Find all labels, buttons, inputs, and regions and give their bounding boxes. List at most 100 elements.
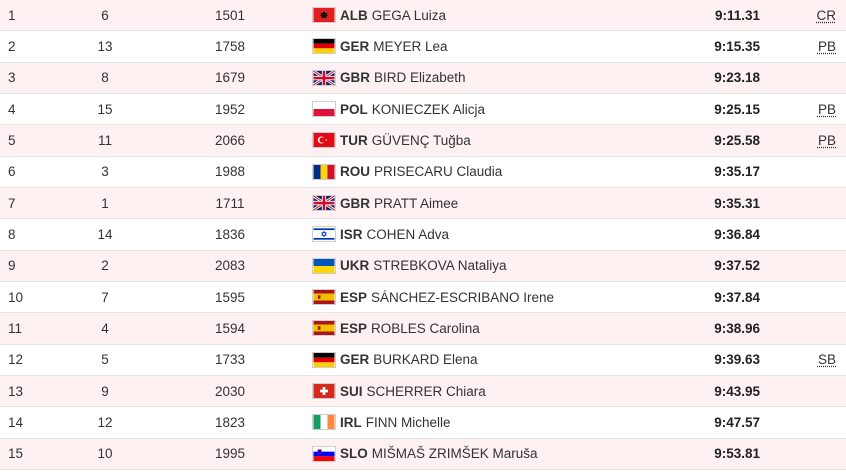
albania-flag-icon <box>312 7 336 24</box>
country-code: GBR <box>340 195 370 211</box>
athlete-cell[interactable]: GER MEYER Lea <box>312 31 692 61</box>
table-row-13[interactable]: 13 9 2030 SUI SCHERRER Chiara 9:43.95 <box>0 375 846 408</box>
table-row-5[interactable]: 5 11 2066 TUR GÜVENÇ Tuğba 9:25.58 PB <box>0 125 846 157</box>
lane-cell: 14 <box>97 226 113 242</box>
athlete-name[interactable]: FINN Michelle <box>365 414 451 430</box>
country-code: SUI <box>340 383 363 399</box>
table-row-9[interactable]: 9 2 2083 UKR STREBKOVA Nataliya 9:37.52 <box>0 250 846 282</box>
time-cell: 9:37.84 <box>714 289 760 305</box>
spain-flag-icon <box>312 289 336 306</box>
athlete-cell[interactable]: GBR PRATT Aimee <box>312 188 692 218</box>
record-badge[interactable]: CR <box>816 7 837 23</box>
table-row-6[interactable]: 6 3 1988 ROU PRISECARU Claudia 9:35.17 <box>0 156 846 188</box>
note-cell: SB <box>790 345 836 375</box>
country-code: GER <box>340 38 370 54</box>
athlete-name[interactable]: MIŠMAŠ ZRIMŠEK Maruša <box>371 446 538 462</box>
athlete-cell[interactable]: ALB GEGA Luiza <box>312 0 692 30</box>
romania-flag-icon <box>312 163 336 180</box>
time-cell: 9:37.52 <box>714 258 760 274</box>
athlete-cell[interactable]: ISR COHEN Adva <box>312 219 692 249</box>
note-cell <box>790 282 836 312</box>
bib-cell: 1836 <box>214 226 246 242</box>
lane-cell: 4 <box>101 320 109 336</box>
athlete-name[interactable]: SÁNCHEZ-ESCRIBANO Irene <box>371 289 555 305</box>
athlete-cell[interactable]: TUR GÜVENÇ Tuğba <box>312 125 692 155</box>
record-badge[interactable]: SB <box>817 352 836 368</box>
country-code: IRL <box>340 414 362 430</box>
time-cell: 9:36.84 <box>714 226 760 242</box>
table-row-4[interactable]: 4 15 1952 POL KONIECZEK Alicja 9:25.15 P… <box>0 93 846 126</box>
table-row-15[interactable]: 15 10 1995 SLO MIŠMAŠ ZRIMŠEK Maruša 9:5… <box>0 438 846 470</box>
switzerland-flag-icon <box>312 383 336 400</box>
athlete-name[interactable]: GEGA Luiza <box>371 7 447 23</box>
bib-cell: 1823 <box>214 414 246 430</box>
ireland-flag-icon <box>312 414 336 431</box>
bib-cell: 1952 <box>214 101 246 117</box>
table-row-1[interactable]: 1 6 1501 ALB GEGA Luiza 9:11.31 CR <box>0 0 846 32</box>
germany-flag-icon <box>312 351 336 368</box>
athlete-cell[interactable]: GER BURKARD Elena <box>312 345 692 375</box>
athlete-name[interactable]: STREBKOVA Nataliya <box>373 258 507 274</box>
table-row-8[interactable]: 8 14 1836 ISR COHEN Adva 9:36.84 <box>0 219 846 251</box>
rank-cell: 1 <box>8 7 16 23</box>
note-cell: PB <box>790 94 836 124</box>
athlete-name[interactable]: MEYER Lea <box>373 38 448 54</box>
lane-cell: 8 <box>101 70 109 86</box>
note-cell <box>790 63 836 93</box>
note-cell <box>790 376 836 406</box>
time-cell: 9:35.17 <box>714 164 760 180</box>
athlete-cell[interactable]: ESP SÁNCHEZ-ESCRIBANO Irene <box>312 282 692 312</box>
athlete-name[interactable]: KONIECZEK Alicja <box>371 101 486 117</box>
athlete-cell[interactable]: IRL FINN Michelle <box>312 407 692 437</box>
country-code: GBR <box>340 70 370 86</box>
great-britain-flag-icon <box>312 195 336 212</box>
athlete-name[interactable]: SCHERRER Chiara <box>366 383 486 399</box>
athlete-cell[interactable]: ESP ROBLES Carolina <box>312 313 692 343</box>
table-row-7[interactable]: 7 1 1711 GBR PRATT Aimee 9:35.31 <box>0 187 846 220</box>
rank-cell: 12 <box>8 352 24 368</box>
athlete-name[interactable]: PRATT Aimee <box>374 195 459 211</box>
bib-cell: 1595 <box>214 289 246 305</box>
athlete-cell[interactable]: POL KONIECZEK Alicja <box>312 94 692 124</box>
rank-cell: 9 <box>8 258 16 274</box>
athlete-cell[interactable]: SUI SCHERRER Chiara <box>312 376 692 406</box>
record-badge[interactable]: PB <box>817 38 836 54</box>
germany-flag-icon <box>312 38 336 55</box>
table-row-10[interactable]: 10 7 1595 ESP SÁNCHEZ-ESCRIBANO Irene 9:… <box>0 281 846 314</box>
slovenia-flag-icon <box>312 445 336 462</box>
table-row-3[interactable]: 3 8 1679 GBR BIRD Elizabeth 9:23.18 <box>0 62 846 94</box>
country-code: ALB <box>340 7 368 23</box>
athlete-name[interactable]: COHEN Adva <box>366 226 450 242</box>
time-cell: 9:15.35 <box>714 38 760 54</box>
bib-cell: 2083 <box>214 258 246 274</box>
athlete-cell[interactable]: ROU PRISECARU Claudia <box>312 157 692 187</box>
note-cell <box>790 251 836 281</box>
athlete-name[interactable]: BIRD Elizabeth <box>374 70 466 86</box>
athlete-name[interactable]: PRISECARU Claudia <box>374 164 503 180</box>
athlete-cell[interactable]: UKR STREBKOVA Nataliya <box>312 251 692 281</box>
athlete-cell[interactable]: GBR BIRD Elizabeth <box>312 63 692 93</box>
poland-flag-icon <box>312 101 336 118</box>
record-badge[interactable]: PB <box>817 101 836 117</box>
country-code: ESP <box>340 320 368 336</box>
athlete-cell[interactable]: SLO MIŠMAŠ ZRIMŠEK Maruša <box>312 439 692 469</box>
table-row-11[interactable]: 11 4 1594 ESP ROBLES Carolina 9:38.96 <box>0 313 846 345</box>
note-cell <box>790 188 836 218</box>
lane-cell: 1 <box>101 195 109 211</box>
time-cell: 9:11.31 <box>714 7 760 23</box>
record-badge[interactable]: PB <box>817 132 836 148</box>
time-cell: 9:25.58 <box>714 132 760 148</box>
lane-cell: 5 <box>101 352 109 368</box>
table-row-2[interactable]: 2 13 1758 GER MEYER Lea 9:15.35 PB <box>0 31 846 63</box>
bib-cell: 1995 <box>214 446 246 462</box>
note-cell <box>790 439 836 469</box>
note-cell: CR <box>790 0 837 30</box>
rank-cell: 15 <box>8 446 24 462</box>
lane-cell: 3 <box>101 164 109 180</box>
athlete-name[interactable]: ROBLES Carolina <box>371 320 480 336</box>
athlete-name[interactable]: GÜVENÇ Tuğba <box>371 132 471 148</box>
table-row-12[interactable]: 12 5 1733 GER BURKARD Elena 9:39.63 SB <box>0 344 846 376</box>
table-row-14[interactable]: 14 12 1823 IRL FINN Michelle 9:47.57 <box>0 407 846 439</box>
athlete-name[interactable]: BURKARD Elena <box>373 352 478 368</box>
